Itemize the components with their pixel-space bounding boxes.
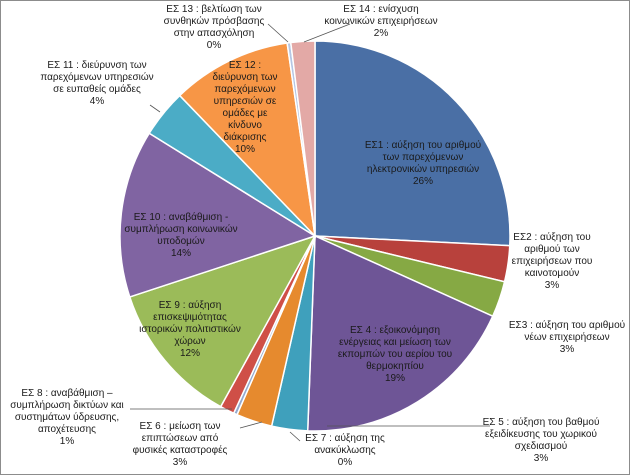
- slice-percent-es2: 3%: [545, 280, 560, 291]
- slice-label-line: ΕΣ 9 : αύξηση: [159, 299, 222, 311]
- slice-label-line: υπηρεσιών σε: [214, 95, 277, 107]
- slice-label-line: χώρων: [174, 335, 205, 347]
- slice-percent-es6: 3%: [173, 457, 188, 468]
- slice-percent-es14: 2%: [374, 28, 389, 39]
- leader-line-es7: [289, 431, 301, 442]
- slice-label-line: εξειδίκευσης του χωρικού: [485, 428, 597, 440]
- slice-label-line: διάκρισης: [223, 131, 266, 143]
- slice-label-line: ηλεκτρονικών υπηρεσιών: [367, 163, 479, 175]
- slice-label-line: ΕΣ 6 : μείωση των: [140, 420, 221, 432]
- slice-label-line: νέων επιχειρήσεων: [524, 331, 609, 343]
- slice-label-line: ΕΣ 13 : βελτίωση των: [166, 3, 261, 15]
- slice-label-line: των παρεχόμενων: [383, 151, 464, 163]
- pie-slices: [119, 40, 511, 432]
- slice-label-line: καινοτομούν: [525, 267, 579, 279]
- pie-slice-es14: [289, 40, 316, 237]
- pie-slice-es12: [178, 42, 317, 239]
- slice-label-es8: ΕΣ 8 : αναβάθμιση –συμπλήρωση δικτύων κα…: [10, 387, 232, 447]
- pie-slice-es4: [306, 234, 494, 432]
- slice-percent-es11: 4%: [90, 96, 105, 107]
- slice-percent-es7: 0%: [338, 457, 353, 468]
- slice-label-line: διεύρυνση των: [213, 71, 278, 83]
- slice-label-line: ιστορικών πολιτιστικών: [139, 323, 241, 335]
- slice-label-line: φυσικές καταστροφές: [133, 444, 228, 456]
- slice-label-line: ΕΣ 12 :: [229, 60, 261, 71]
- slice-label-line: θερμοκηπίου: [366, 360, 424, 372]
- slice-label-line: ενέργειας και μείωση των: [339, 336, 451, 348]
- slice-label-line: σε ευπαθείς ομάδες: [53, 83, 141, 95]
- slice-label-line: ΕΣ 5 : αύξηση του βαθμού: [483, 416, 600, 428]
- leader-line-es13: [267, 23, 289, 43]
- slice-percent-es5: 3%: [534, 453, 549, 464]
- slice-percent-es8: 1%: [60, 436, 75, 447]
- slice-label-line: ΕΣ 7 : αύξηση της: [305, 432, 385, 444]
- slice-label-line: ΕΣ1 : αύξηση του αριθμού: [365, 139, 481, 151]
- slice-label-line: ΕΣ 14 : ενίσχυση: [343, 3, 418, 15]
- pie-slice-es9: [128, 234, 317, 408]
- slice-label-line: ΕΣ 8 : αναβάθμιση –: [21, 387, 113, 399]
- slice-label-line: ανακύκλωσης: [314, 444, 375, 456]
- slice-percent-es9: 12%: [180, 348, 200, 359]
- slice-label-line: επισκεψιμότητας: [153, 311, 227, 323]
- slice-label-es10: ΕΣ 10 : αναβάθμιση -συμπλήρωση κοινωνικώ…: [124, 211, 237, 259]
- slice-percent-es10: 14%: [171, 248, 191, 259]
- slice-label-es12: ΕΣ 12 :διεύρυνση τωνπαρεχόμενωνυπηρεσιών…: [213, 60, 278, 155]
- slice-label-line: επιχειρήσεων που: [512, 255, 593, 267]
- slice-percent-es4: 19%: [385, 373, 405, 384]
- slice-label-line: ΕΣ3 : αύξηση του αριθμού: [509, 319, 625, 331]
- pie-slice-es1: [314, 40, 511, 247]
- slice-percent-es3: 3%: [560, 344, 575, 355]
- slice-label-line: ΕΣ 11 : διεύρυνση των: [47, 59, 146, 71]
- slice-percent-es13: 0%: [207, 40, 222, 51]
- pie-slice-es10: [119, 132, 317, 298]
- slice-label-line: συστημάτων ύδρευσης,: [15, 411, 119, 423]
- slice-label-line: κίνδυνο: [228, 119, 262, 131]
- slice-label-line: αποχέτευσης: [38, 423, 96, 435]
- slice-label-line: ΕΣ 4 : εξοικονόμηση: [350, 324, 440, 336]
- slice-label-line: συνθηκών πρόσβασης: [164, 15, 265, 27]
- slice-label-line: ομάδες με: [223, 107, 268, 119]
- leader-line-es6: [239, 421, 263, 429]
- leader-line-es14: [303, 23, 351, 43]
- slice-label-line: παρεχόμενων υπηρεσιών: [40, 71, 153, 83]
- slice-label-line: συμπλήρωση δικτύων και: [10, 399, 124, 411]
- slice-percent-es12: 10%: [235, 144, 255, 155]
- slice-label-line: στην απασχόληση: [174, 27, 255, 39]
- slice-label-line: κοινωνικών επιχειρήσεων: [324, 15, 437, 27]
- slice-label-line: σχεδιασμού: [515, 440, 567, 452]
- slice-label-line: αριθμού των: [524, 243, 579, 255]
- slice-label-line: παρεχόμενων: [214, 83, 275, 95]
- slice-label-line: ΕΣ 10 : αναβάθμιση -: [134, 211, 229, 223]
- slice-label-line: εκπομπών του αερίου του: [338, 348, 452, 360]
- slice-percent-es1: 26%: [413, 176, 433, 187]
- slice-label-line: υποδομών: [157, 235, 205, 247]
- leader-line-es11: [149, 104, 161, 113]
- slice-label-line: ΕΣ2 : αύξηση του: [513, 231, 590, 243]
- slice-label-line: συμπλήρωση κοινωνικών: [124, 223, 237, 235]
- slice-label-line: επιπτώσεων από: [142, 432, 219, 444]
